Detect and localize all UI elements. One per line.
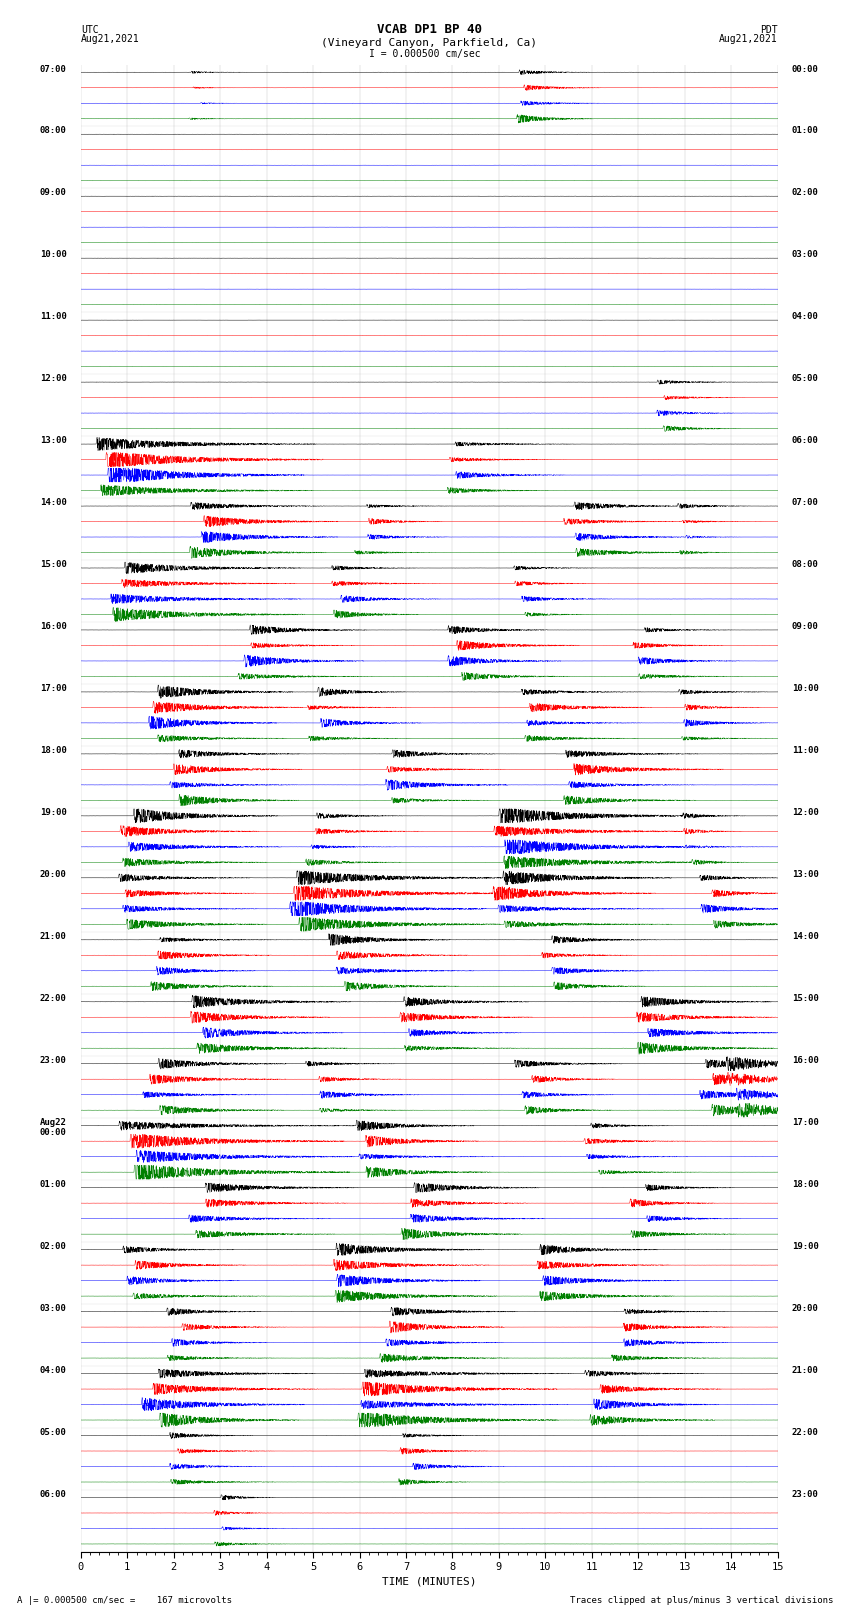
- Text: 23:00: 23:00: [791, 1490, 819, 1498]
- Text: 01:00: 01:00: [791, 126, 819, 135]
- Text: 04:00: 04:00: [791, 313, 819, 321]
- Text: 09:00: 09:00: [40, 189, 67, 197]
- Text: 15:00: 15:00: [791, 994, 819, 1003]
- Text: 04:00: 04:00: [40, 1366, 67, 1374]
- Text: 10:00: 10:00: [40, 250, 67, 260]
- Text: PDT: PDT: [760, 26, 778, 35]
- Text: 00:00: 00:00: [791, 65, 819, 74]
- Text: Aug22
00:00: Aug22 00:00: [40, 1118, 67, 1137]
- Text: I = 0.000500 cm/sec: I = 0.000500 cm/sec: [369, 48, 481, 58]
- Text: 01:00: 01:00: [40, 1181, 67, 1189]
- Text: 13:00: 13:00: [791, 869, 819, 879]
- Text: 21:00: 21:00: [40, 932, 67, 940]
- Text: 06:00: 06:00: [40, 1490, 67, 1498]
- Text: 16:00: 16:00: [791, 1057, 819, 1065]
- Text: 03:00: 03:00: [791, 250, 819, 260]
- Text: 19:00: 19:00: [40, 808, 67, 818]
- Text: 19:00: 19:00: [791, 1242, 819, 1250]
- Text: 17:00: 17:00: [40, 684, 67, 694]
- X-axis label: TIME (MINUTES): TIME (MINUTES): [382, 1576, 477, 1586]
- Text: 12:00: 12:00: [791, 808, 819, 818]
- Text: 13:00: 13:00: [40, 436, 67, 445]
- Text: 03:00: 03:00: [40, 1303, 67, 1313]
- Text: 17:00: 17:00: [791, 1118, 819, 1127]
- Text: A |= 0.000500 cm/sec =    167 microvolts: A |= 0.000500 cm/sec = 167 microvolts: [17, 1595, 232, 1605]
- Text: 06:00: 06:00: [791, 436, 819, 445]
- Text: 12:00: 12:00: [40, 374, 67, 384]
- Text: 08:00: 08:00: [40, 126, 67, 135]
- Text: 23:00: 23:00: [40, 1057, 67, 1065]
- Text: VCAB DP1 BP 40: VCAB DP1 BP 40: [377, 23, 482, 37]
- Text: 18:00: 18:00: [40, 747, 67, 755]
- Text: 05:00: 05:00: [791, 374, 819, 384]
- Text: 14:00: 14:00: [40, 498, 67, 506]
- Text: 15:00: 15:00: [40, 560, 67, 569]
- Text: 02:00: 02:00: [791, 189, 819, 197]
- Text: 09:00: 09:00: [791, 623, 819, 631]
- Text: Aug21,2021: Aug21,2021: [719, 34, 778, 44]
- Text: Traces clipped at plus/minus 3 vertical divisions: Traces clipped at plus/minus 3 vertical …: [570, 1595, 833, 1605]
- Text: 02:00: 02:00: [40, 1242, 67, 1250]
- Text: 20:00: 20:00: [40, 869, 67, 879]
- Text: 07:00: 07:00: [791, 498, 819, 506]
- Text: (Vineyard Canyon, Parkfield, Ca): (Vineyard Canyon, Parkfield, Ca): [321, 37, 537, 47]
- Text: 11:00: 11:00: [40, 313, 67, 321]
- Text: 07:00: 07:00: [40, 65, 67, 74]
- Text: 14:00: 14:00: [791, 932, 819, 940]
- Text: 11:00: 11:00: [791, 747, 819, 755]
- Text: UTC: UTC: [81, 26, 99, 35]
- Text: 22:00: 22:00: [791, 1428, 819, 1437]
- Text: Aug21,2021: Aug21,2021: [81, 34, 139, 44]
- Text: 18:00: 18:00: [791, 1181, 819, 1189]
- Text: 05:00: 05:00: [40, 1428, 67, 1437]
- Text: 20:00: 20:00: [791, 1303, 819, 1313]
- Text: 08:00: 08:00: [791, 560, 819, 569]
- Text: 16:00: 16:00: [40, 623, 67, 631]
- Text: 22:00: 22:00: [40, 994, 67, 1003]
- Text: 21:00: 21:00: [791, 1366, 819, 1374]
- Text: 10:00: 10:00: [791, 684, 819, 694]
